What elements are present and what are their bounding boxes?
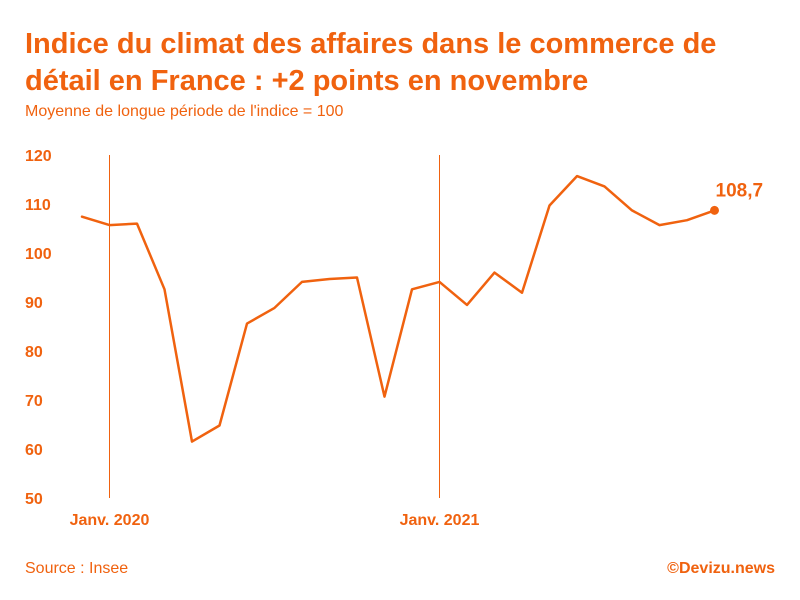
x-tick-label: Janv. 2020 bbox=[70, 512, 150, 529]
y-tick-label: 60 bbox=[25, 442, 43, 459]
year-markers bbox=[109, 155, 440, 498]
x-axis: Janv. 2020 Janv. 2021 bbox=[70, 512, 480, 529]
y-axis: 120 110 100 90 80 70 60 50 bbox=[25, 148, 52, 508]
y-tick-label: 110 bbox=[25, 197, 51, 214]
last-point-marker bbox=[710, 205, 719, 215]
chart-subtitle: Moyenne de longue période de l'indice = … bbox=[25, 103, 344, 120]
last-value-label: 108,7 bbox=[716, 180, 764, 201]
source-note: Source : Insee bbox=[25, 560, 129, 577]
y-tick-label: 120 bbox=[25, 148, 52, 165]
chart-title: Indice du climat des affaires dans le co… bbox=[25, 28, 717, 97]
series-layer bbox=[80, 174, 716, 443]
y-tick-label: 80 bbox=[25, 344, 43, 361]
y-tick-label: 100 bbox=[25, 246, 52, 263]
annotation-layer: 108,7 bbox=[710, 180, 763, 215]
y-tick-label: 90 bbox=[25, 295, 43, 312]
x-tick-label: Janv. 2021 bbox=[400, 512, 480, 529]
brand-credit: ©Devizu.news bbox=[667, 560, 775, 577]
y-tick-label: 50 bbox=[25, 491, 43, 508]
series-line bbox=[80, 174, 716, 443]
y-tick-label: 70 bbox=[25, 393, 43, 410]
